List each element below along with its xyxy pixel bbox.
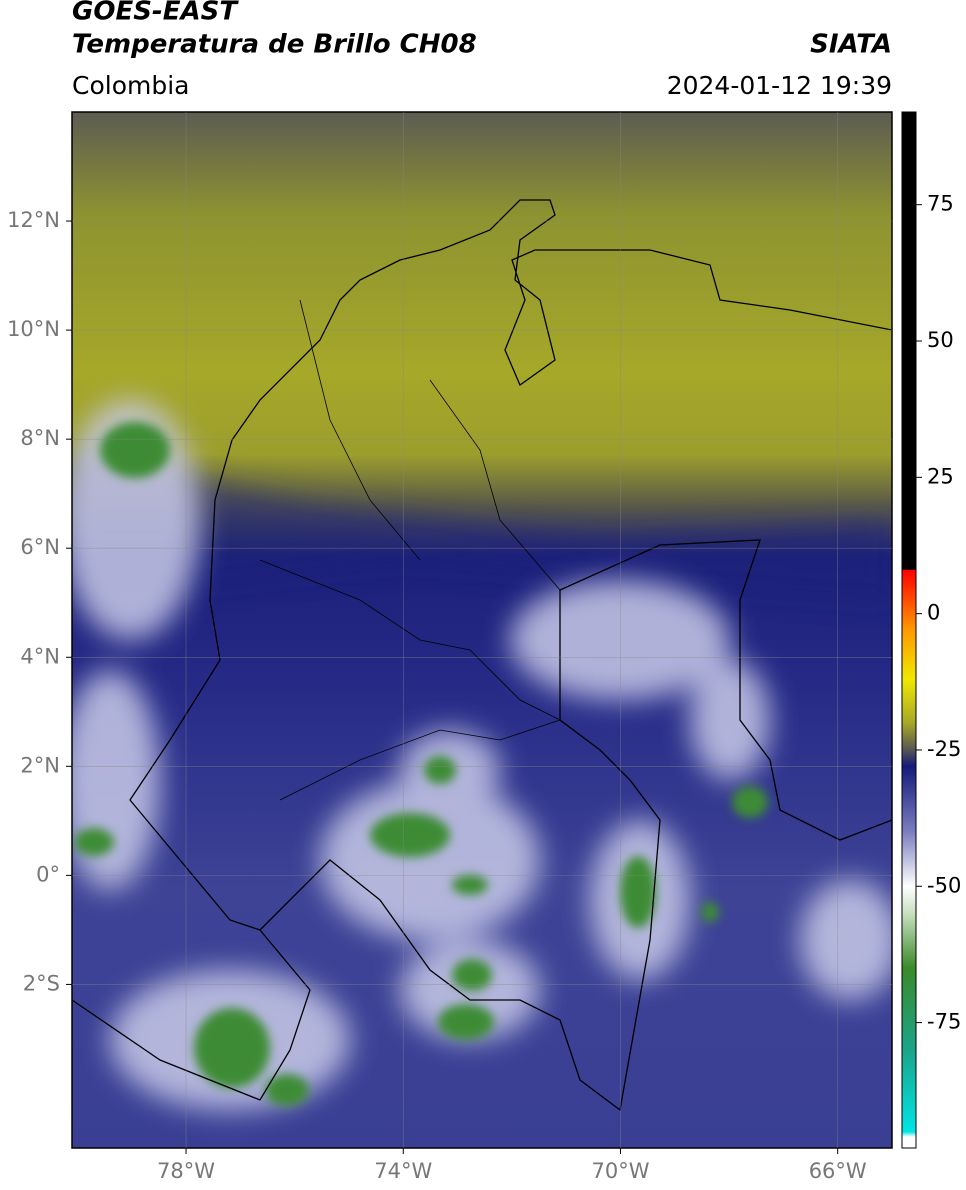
y-tick-label: 0° [36,862,60,886]
title: GOES-EAST [72,0,239,27]
y-tick-label: 12°N [7,208,60,232]
region: Colombia [72,71,189,100]
map-frame [71,111,893,1149]
colorbar-tick-label: 50 [927,328,954,352]
colorbar-tick-label: -50 [927,873,961,897]
y-tick-label: 4°N [20,644,60,668]
y-tick-label: 2°S [23,971,60,995]
colorbar-tick-label: -75 [927,1010,961,1034]
x-tick-label: 70°W [591,1159,649,1183]
y-tick-label: 2°N [20,753,60,777]
y-tick-label: 6°N [20,535,60,559]
brand: SIATA [810,30,892,60]
x-tick-label: 74°W [374,1159,432,1183]
colorbar-tick-label: 25 [927,464,954,488]
y-tick-label: 8°N [20,426,60,450]
x-tick-label: 78°W [157,1159,215,1183]
colorbar-tick-label: -25 [927,737,961,761]
colorbar-tick-label: 75 [927,192,954,216]
subtitle: Temperatura de Brillo CH08 [72,30,477,60]
colorbar [901,111,917,1149]
colorbar-tick-label: 0 [927,601,940,625]
x-tick-label: 66°W [809,1159,867,1183]
y-tick-label: 10°N [7,317,60,341]
coastlines [72,199,892,1112]
datetime: 2024-01-12 19:39 [667,71,892,100]
satellite-image [72,112,892,1148]
